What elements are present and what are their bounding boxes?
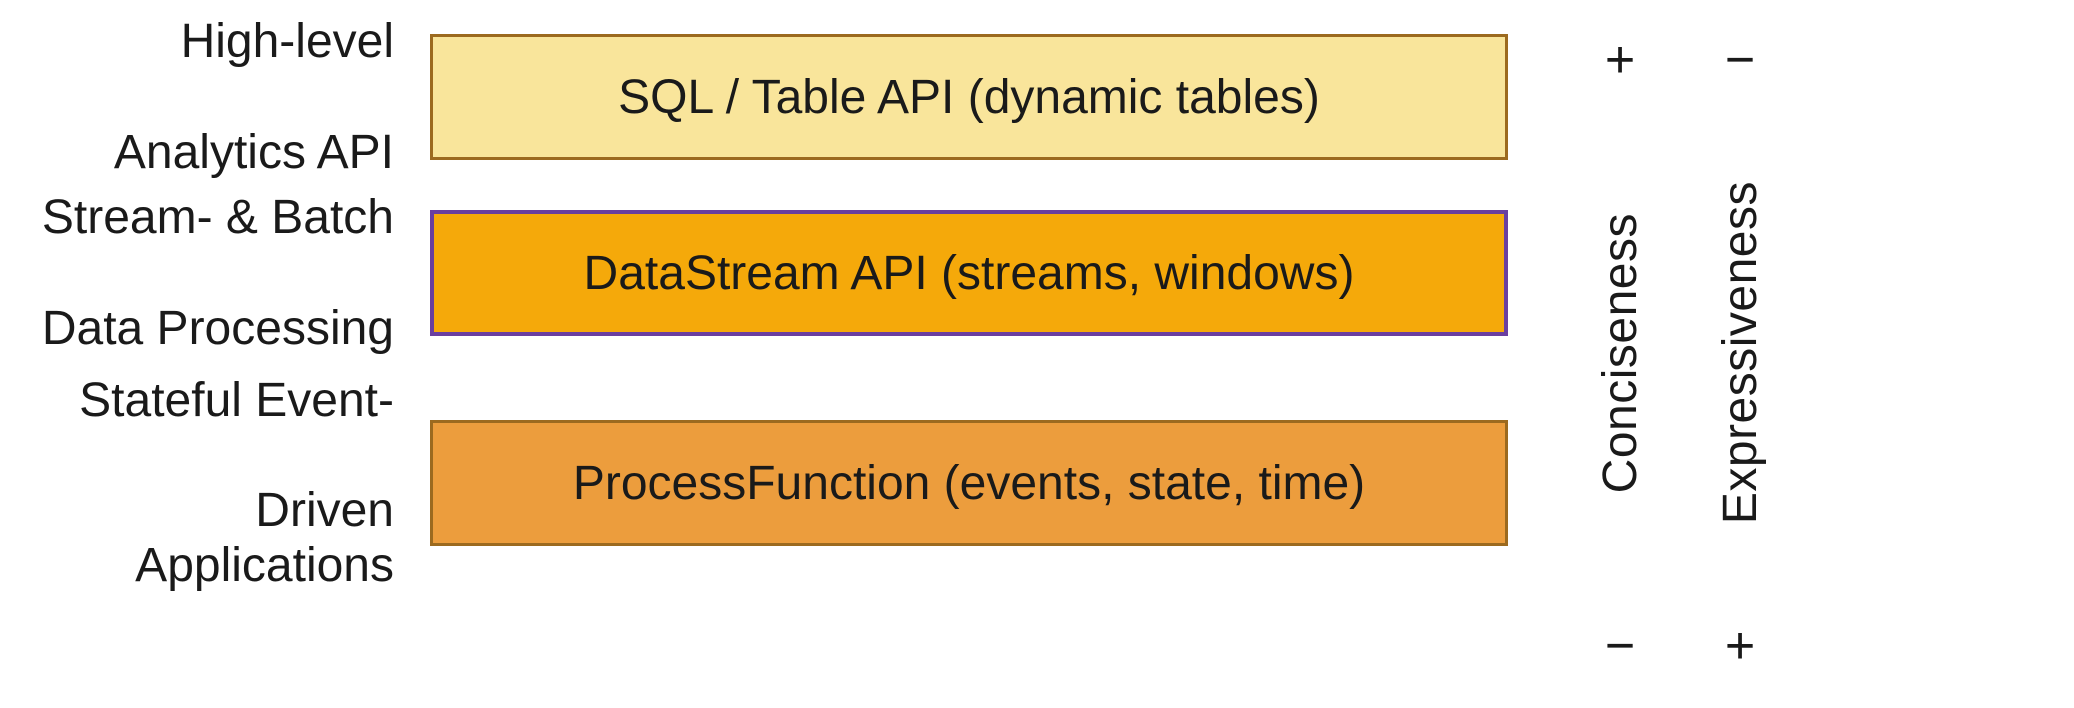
label-line: Data Processing [42, 301, 394, 356]
axis-bottom-sign: + [1710, 620, 1770, 672]
axis-label: Expressiveness [1713, 181, 1768, 524]
layer-box-sql-table-api: SQL / Table API (dynamic tables) [430, 34, 1508, 160]
label-line: Analytics API [114, 125, 394, 180]
layer-label-stream-batch: Stream- & Batch Data Processing [14, 210, 394, 336]
label-line: Driven Applications [14, 483, 394, 593]
label-line: Stateful Event- [79, 373, 394, 428]
label-line: Stream- & Batch [42, 190, 394, 245]
api-layers-diagram: High-level Analytics API SQL / Table API… [0, 0, 2074, 708]
label-line: High-level [181, 14, 394, 69]
layer-box-datastream-api: DataStream API (streams, windows) [430, 210, 1508, 336]
axis-top-sign: − [1710, 34, 1770, 86]
axis-label: Conciseness [1593, 213, 1648, 493]
axis-expressiveness: − Expressiveness + [1710, 34, 1770, 672]
layer-label-stateful-event-driven: Stateful Event- Driven Applications [14, 420, 394, 546]
axis-top-sign: + [1590, 34, 1650, 86]
axis-conciseness: + Conciseness − [1590, 34, 1650, 672]
layer-box-processfunction: ProcessFunction (events, state, time) [430, 420, 1508, 546]
layer-label-high-level-analytics: High-level Analytics API [14, 34, 394, 160]
axis-bottom-sign: − [1590, 620, 1650, 672]
box-label: SQL / Table API (dynamic tables) [618, 70, 1320, 125]
box-label: DataStream API (streams, windows) [584, 246, 1355, 301]
box-label: ProcessFunction (events, state, time) [573, 456, 1365, 511]
